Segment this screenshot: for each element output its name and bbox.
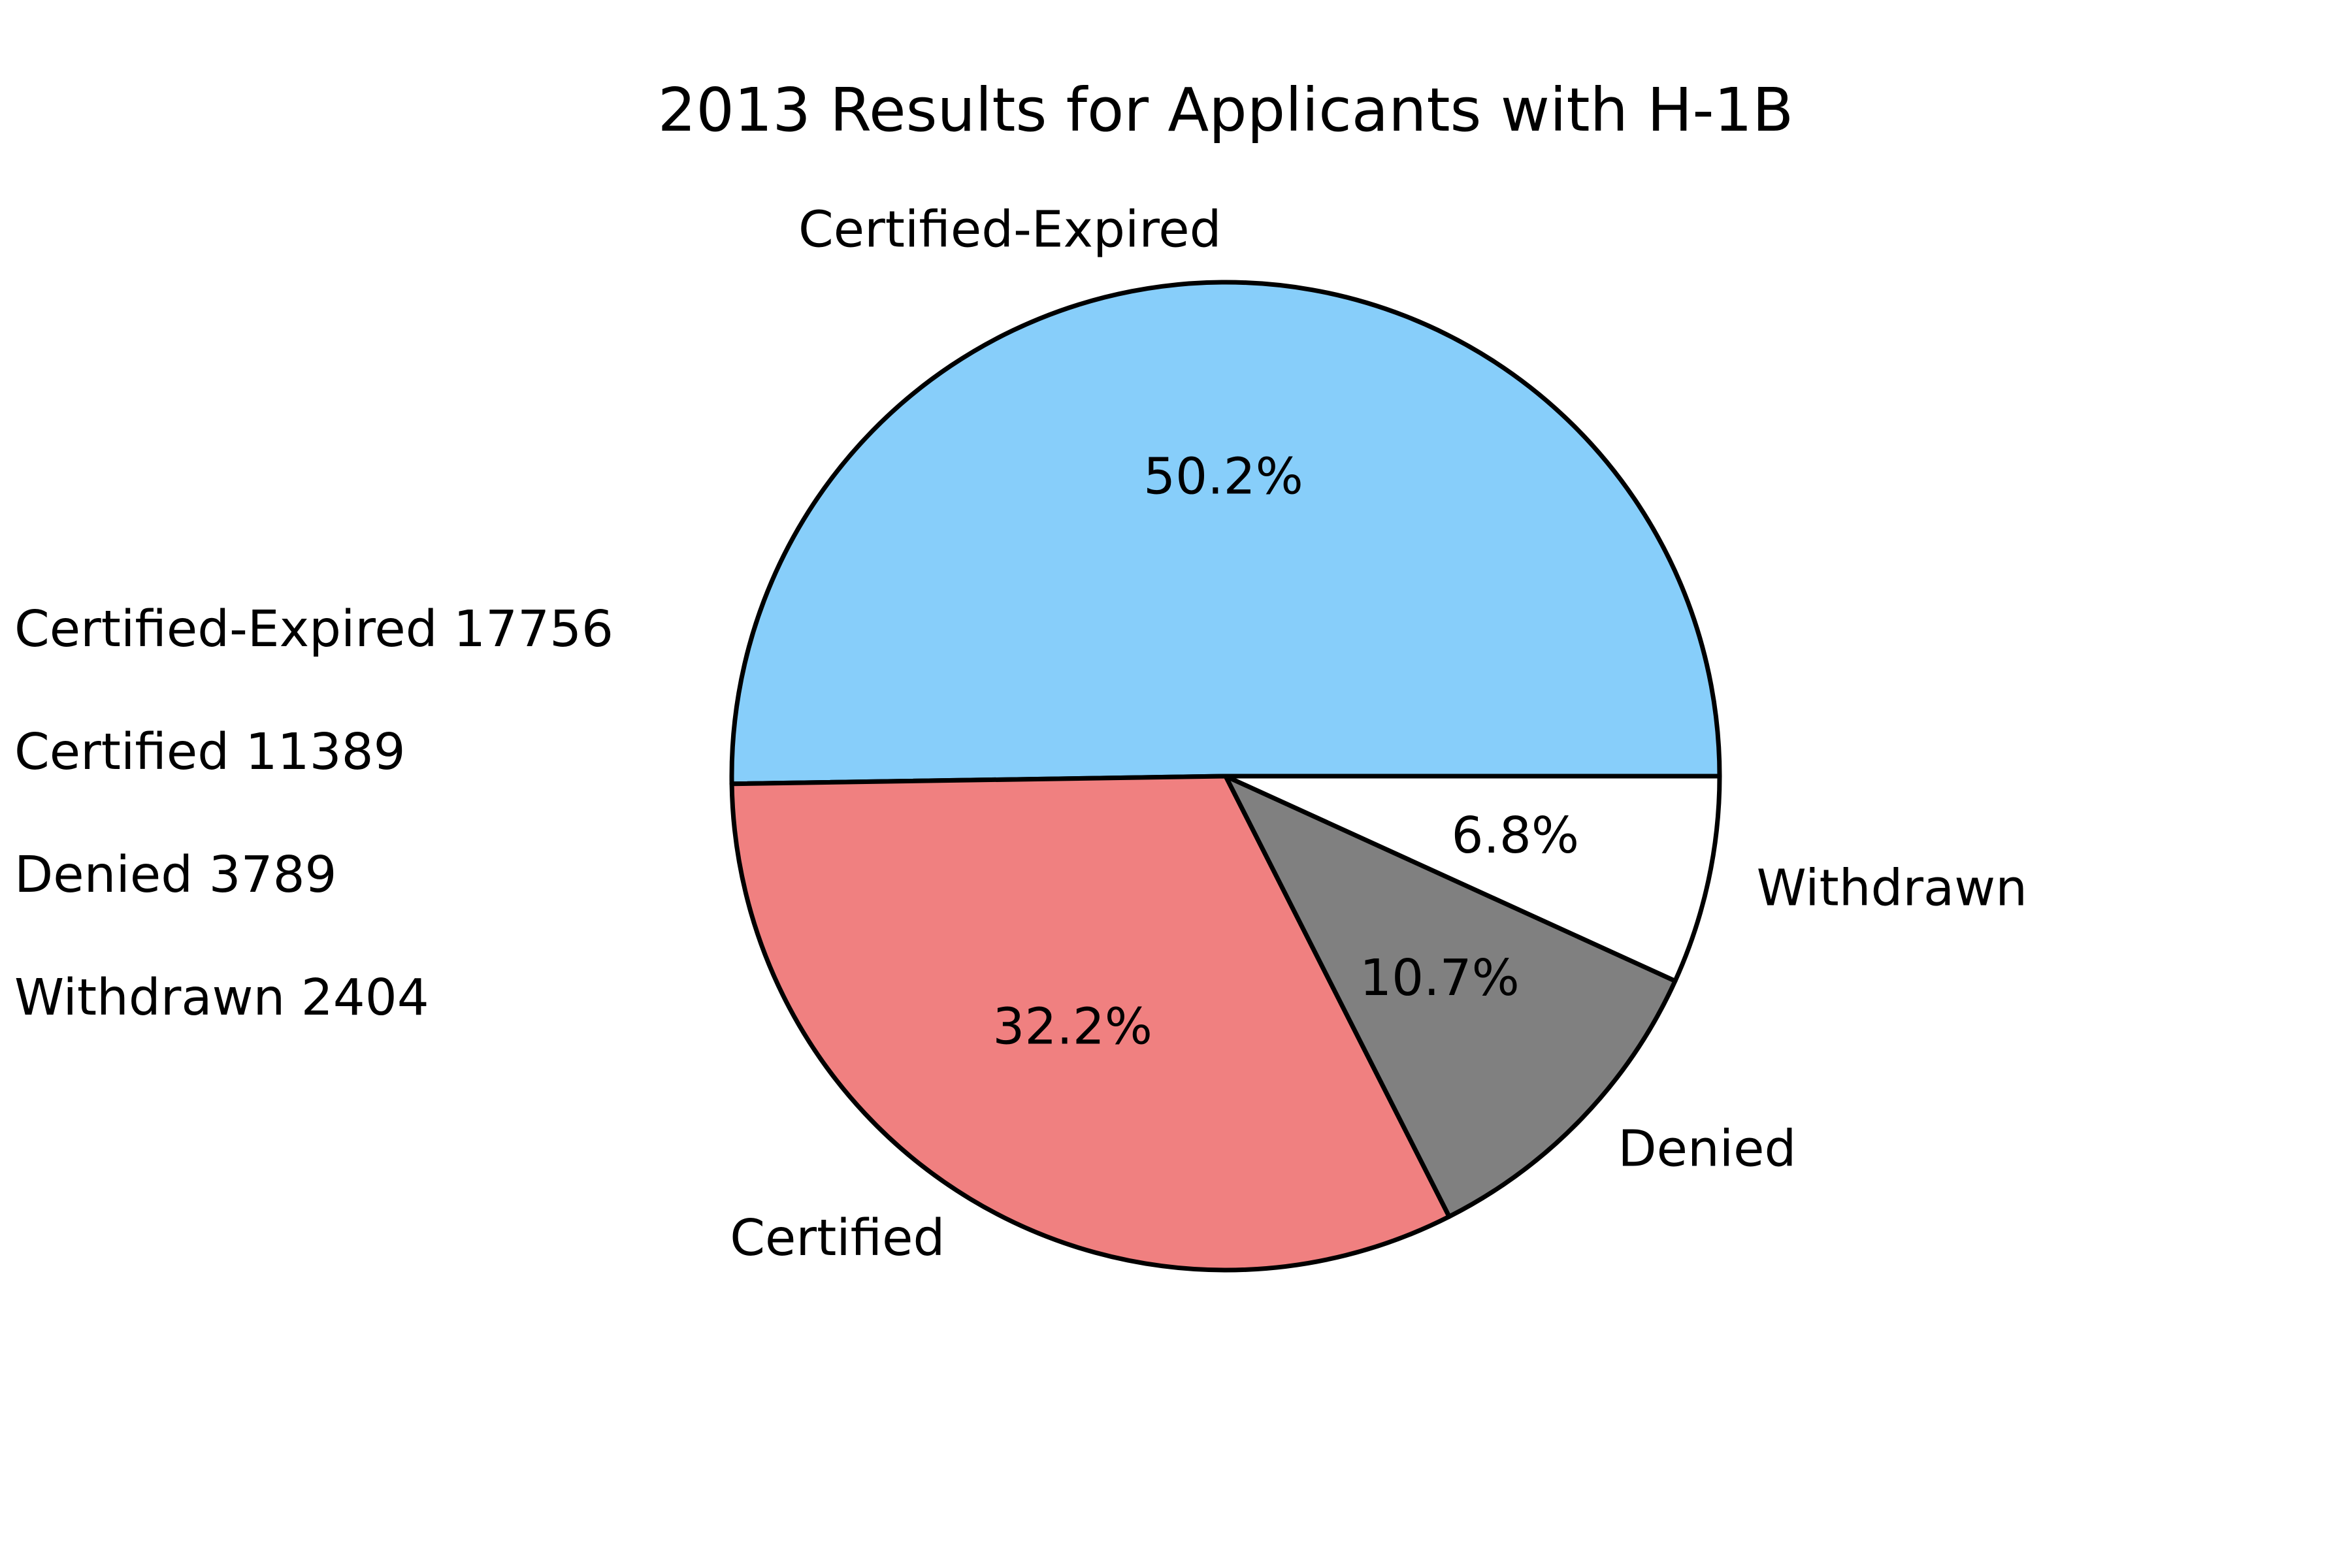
slice-labels: Certified-Expired Certified Denied Withdraw… xyxy=(730,201,2027,1267)
slice-percent-denied: 10.7% xyxy=(1360,949,1520,1007)
pie-slice-withdrawn xyxy=(1223,774,1722,983)
slice-label-certified: Certified xyxy=(730,1209,945,1267)
side-text-line: Withdrawn 2404 xyxy=(14,969,429,1027)
pie-slice-certified-expired xyxy=(729,280,1722,787)
slice-percent-labels: 50.2% 32.2% 10.7% 6.8% xyxy=(992,448,1579,1056)
slice-label-denied: Denied xyxy=(1618,1120,1796,1178)
chart-title: 2013 Results for Applicants with H-1B xyxy=(658,75,1793,145)
slice-percent-withdrawn: 6.8% xyxy=(1451,807,1579,865)
slice-percent-certified-expired: 50.2% xyxy=(1143,448,1303,506)
side-text-line: Denied 3789 xyxy=(14,846,337,904)
pie-slices xyxy=(729,280,1722,1273)
pie-slice-certified xyxy=(729,774,1452,1273)
side-text: Certified-Expired 17756 Certified 11389 De… xyxy=(14,600,613,1027)
slice-percent-certified: 32.2% xyxy=(992,998,1152,1056)
slice-label-certified-expired: Certified-Expired xyxy=(798,201,1222,259)
side-text-line: Certified 11389 xyxy=(14,723,406,781)
side-text-line: Certified-Expired 17756 xyxy=(14,600,613,659)
slice-label-withdrawn: Withdrawn xyxy=(1757,859,2027,917)
pie-slice-denied xyxy=(1223,774,1678,1219)
